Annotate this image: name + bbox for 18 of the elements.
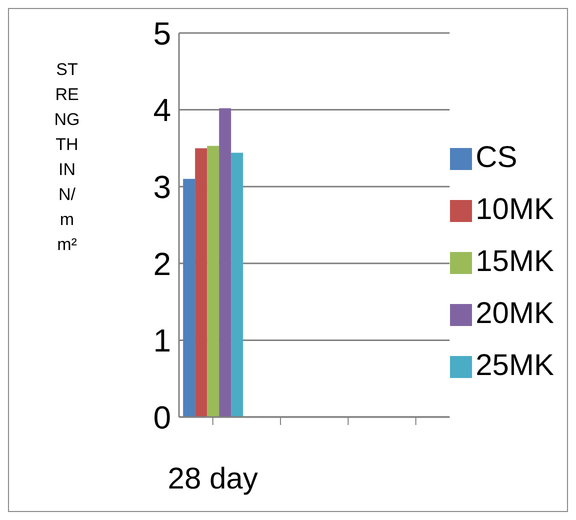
- y-axis-title: STRENGTH IN N/mm²: [53, 59, 81, 256]
- legend-label: 20MK: [476, 297, 554, 330]
- bar: [207, 146, 220, 417]
- y-tick-label: 2: [153, 246, 171, 282]
- legend-label: CS: [476, 141, 518, 174]
- legend-label: 10MK: [476, 193, 554, 226]
- legend-label: 25MK: [476, 349, 554, 382]
- legend-label: 15MK: [476, 245, 554, 278]
- bar: [219, 108, 232, 417]
- y-tick-label: 1: [153, 322, 171, 359]
- y-tick-label: 5: [153, 15, 171, 52]
- bar: [231, 152, 244, 417]
- y-tick-label: 4: [153, 92, 171, 128]
- y-tick-label: 0: [153, 399, 171, 436]
- x-tick-label: 28 day: [168, 462, 258, 496]
- y-tick-label: 3: [153, 168, 171, 205]
- bar: [195, 148, 208, 417]
- bar: [183, 178, 196, 417]
